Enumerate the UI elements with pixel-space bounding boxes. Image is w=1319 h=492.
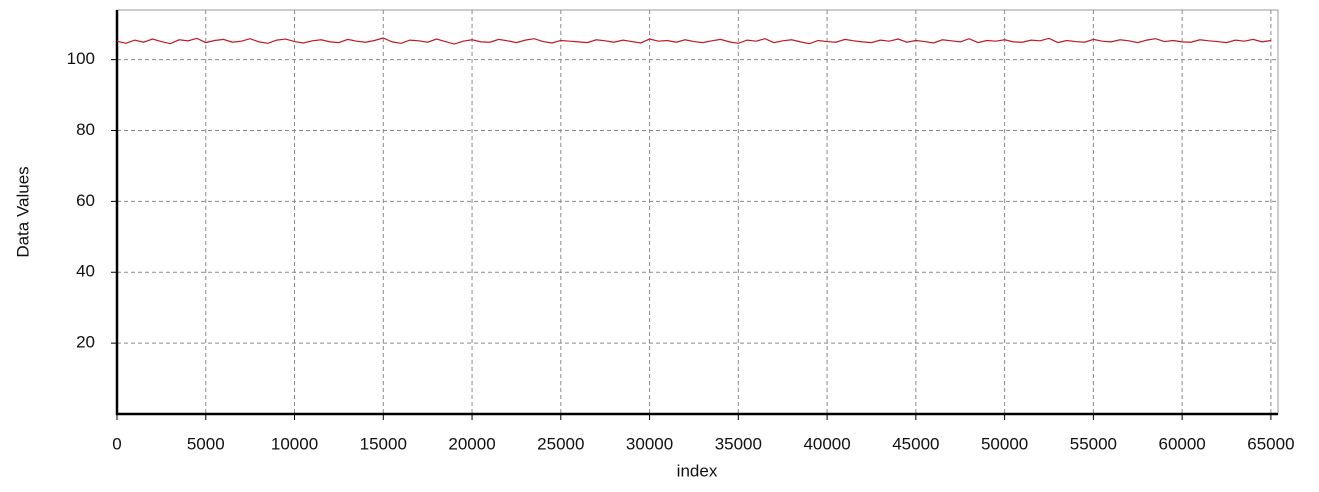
x-tick-label: 60000 (1158, 434, 1205, 453)
x-axis-label: index (677, 461, 718, 480)
x-tick-label: 40000 (803, 434, 850, 453)
x-tick-label: 5000 (187, 434, 225, 453)
x-tick-label: 30000 (626, 434, 673, 453)
x-tick-label: 0 (112, 434, 121, 453)
plot-frame (116, 9, 1279, 415)
data-line (116, 37, 1271, 45)
y-tick-label: 80 (76, 120, 95, 139)
x-tick-label: 35000 (715, 434, 762, 453)
x-tick-label: 20000 (448, 434, 495, 453)
x-tick-label: 15000 (360, 434, 407, 453)
x-tick-label: 25000 (537, 434, 584, 453)
y-tick-label: 40 (76, 262, 95, 281)
y-axis-label: Data Values (13, 166, 32, 257)
x-tick-label: 45000 (892, 434, 939, 453)
x-tick-label: 55000 (1070, 434, 1117, 453)
x-tick-label: 10000 (271, 434, 318, 453)
x-tick-label: 50000 (981, 434, 1028, 453)
y-tick-label: 60 (76, 191, 95, 210)
y-tick-label: 20 (76, 333, 95, 352)
y-tick-label: 100 (67, 49, 95, 68)
x-tick-label: 65000 (1247, 434, 1294, 453)
